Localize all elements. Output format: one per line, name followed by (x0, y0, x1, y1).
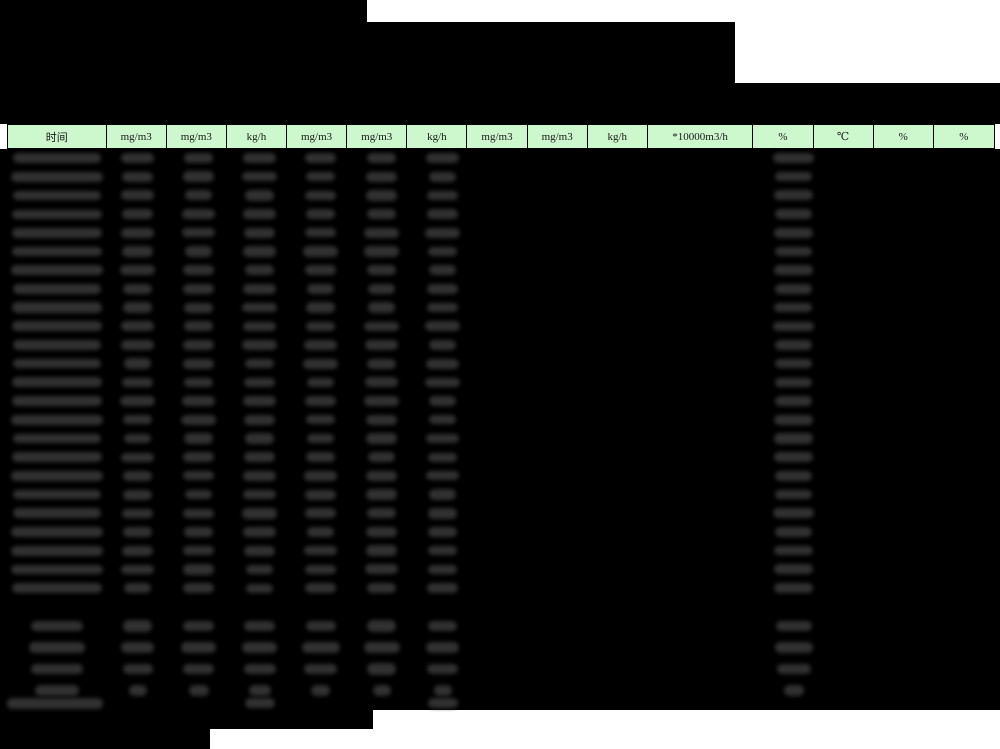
header-cell-unit-mg-m3-4: mg/m3 (347, 125, 408, 148)
header-cell-unit-kg-h-2: kg/h (407, 125, 468, 148)
header-cell-unit-mg-m3-6: mg/m3 (527, 125, 588, 148)
redaction-bar-title-3 (0, 83, 1000, 124)
header-cell-unit-percent-3: % (933, 125, 994, 148)
redaction-bar-footer-1 (0, 710, 373, 729)
redaction-bar-footer-2 (0, 729, 210, 749)
header-cell-unit-kg-h-1: kg/h (226, 125, 288, 148)
header-cell-time: 时间 (8, 125, 107, 148)
header-cell-unit-flow: *10000m3/h (647, 125, 754, 148)
table-body-background (0, 149, 1000, 710)
header-cell-unit-mg-m3-5: mg/m3 (467, 125, 528, 148)
redaction-bar-title-1 (0, 0, 367, 22)
redaction-bar-title-2 (0, 22, 735, 83)
header-cell-unit-percent-2: % (873, 125, 934, 148)
header-cell-unit-percent-1: % (753, 125, 814, 148)
header-cell-unit-kg-h-3: kg/h (587, 125, 648, 148)
header-cell-unit-mg-m3-1: mg/m3 (106, 125, 167, 148)
header-cell-unit-celsius: ℃ (813, 125, 874, 148)
header-cell-unit-mg-m3-2: mg/m3 (166, 125, 227, 148)
table-header-row: 时间 mg/m3 mg/m3 kg/h mg/m3 mg/m3 kg/h mg/m3 mg/m3… (7, 124, 995, 149)
header-cell-unit-mg-m3-3: mg/m3 (287, 125, 348, 148)
